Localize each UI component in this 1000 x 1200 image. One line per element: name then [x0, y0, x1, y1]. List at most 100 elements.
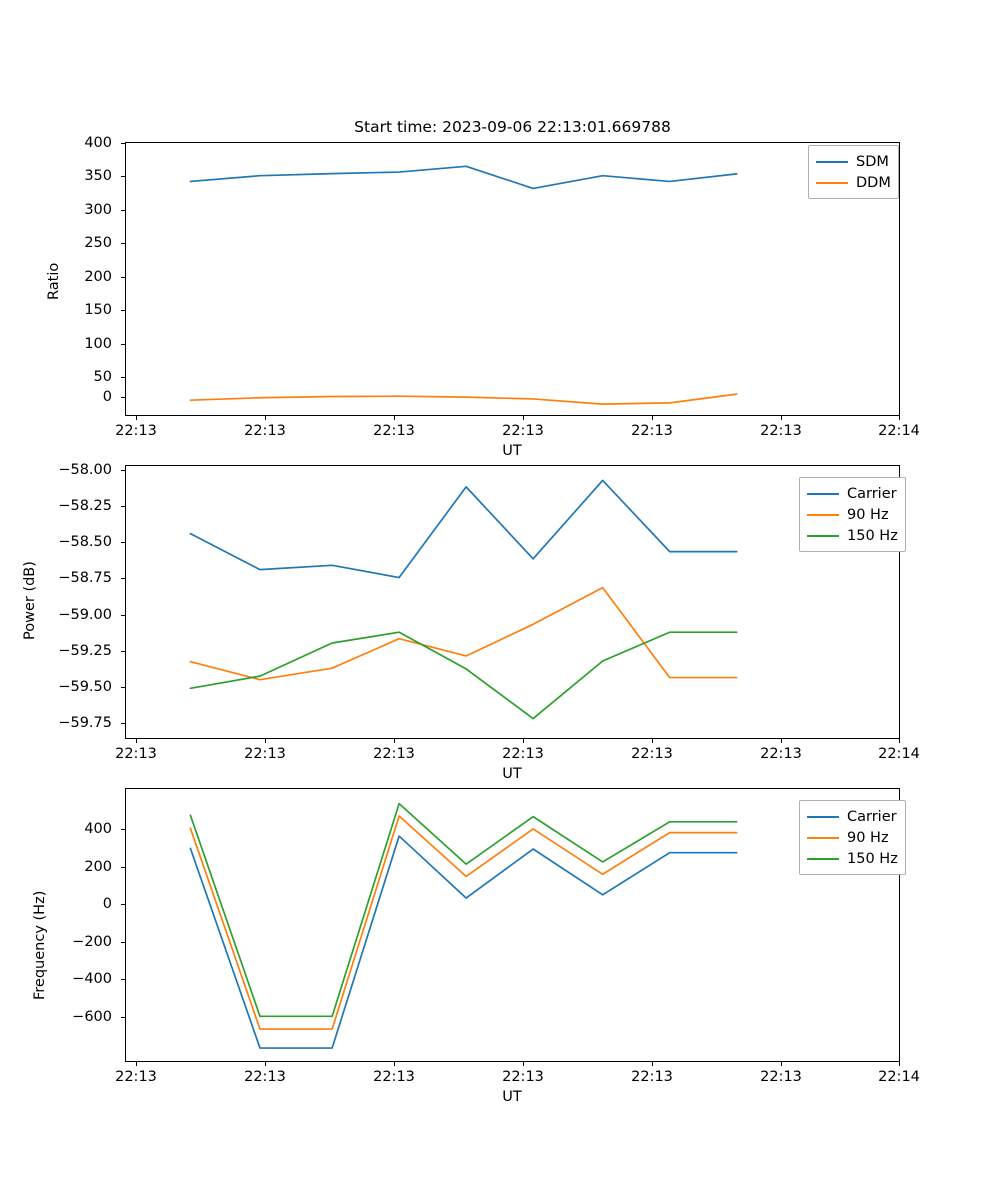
xtick-mark: [136, 739, 137, 743]
y-axis-label: Frequency (Hz): [32, 890, 48, 1000]
ytick-mark: [121, 542, 125, 543]
series-line-90hz: [189, 815, 738, 1030]
subplot-2-plot-area: [189, 479, 738, 720]
series-line-150hz: [189, 802, 738, 1018]
xtick-mark: [136, 1062, 137, 1066]
ytick-mark: [121, 176, 125, 177]
ytick-mark: [121, 397, 125, 398]
xtick-label: 22:13: [502, 746, 544, 762]
ytick-label: 300: [84, 202, 112, 218]
legend-entry-150hz: 150 Hz: [807, 848, 898, 869]
y-axis-label: Power (dB): [22, 561, 38, 640]
ytick-mark: [121, 243, 125, 244]
y-axis-label: Ratio: [46, 262, 62, 300]
ytick-label: −200: [72, 934, 112, 950]
ytick-label: −59.25: [58, 643, 112, 659]
xtick-mark: [136, 416, 137, 420]
legend-entry-carrier: Carrier: [807, 806, 898, 827]
xtick-label: 22:13: [631, 746, 673, 762]
series-line-ddm: [189, 393, 738, 405]
series-line-sdm: [189, 165, 738, 190]
ytick-label: 250: [84, 235, 112, 251]
ytick-mark: [121, 578, 125, 579]
ytick-mark: [121, 377, 125, 378]
xtick-label: 22:13: [244, 423, 286, 439]
xtick-mark: [781, 1062, 782, 1066]
ytick-mark: [121, 1017, 125, 1018]
xtick-label: 22:13: [115, 746, 157, 762]
xtick-label: 22:13: [373, 423, 415, 439]
series-line-carrier: [189, 479, 738, 579]
legend-entry-ddm: DDM: [816, 172, 891, 193]
ytick-mark: [121, 867, 125, 868]
series-line-150hz: [189, 631, 738, 720]
subplot-1-legend[interactable]: SDM DDM: [808, 145, 899, 199]
xtick-label: 22:14: [878, 746, 920, 762]
xtick-mark: [899, 416, 900, 420]
xtick-label: 22:13: [631, 423, 673, 439]
xtick-label: 22:13: [115, 1069, 157, 1085]
xtick-label: 22:13: [244, 746, 286, 762]
xtick-label: 22:13: [760, 423, 802, 439]
legend-label-carrier: Carrier: [847, 485, 897, 502]
legend-label-90hz: 90 Hz: [847, 506, 889, 523]
subplot-3-legend[interactable]: Carrier 90 Hz 150 Hz: [799, 800, 906, 875]
legend-entry-90hz: 90 Hz: [807, 504, 898, 525]
xtick-mark: [394, 739, 395, 743]
ytick-mark: [121, 310, 125, 311]
legend-swatch-sdm: [816, 160, 848, 163]
xtick-label: 22:13: [760, 1069, 802, 1085]
legend-label-150hz: 150 Hz: [847, 527, 898, 544]
xtick-label: 22:13: [502, 423, 544, 439]
xtick-mark: [652, 416, 653, 420]
legend-swatch-90hz: [807, 513, 839, 516]
xtick-mark: [652, 739, 653, 743]
legend-swatch-150hz: [807, 534, 839, 537]
xtick-label: 22:13: [760, 746, 802, 762]
xtick-mark: [781, 739, 782, 743]
ytick-label: −59.50: [58, 679, 112, 695]
xtick-mark: [265, 1062, 266, 1066]
legend-entry-sdm: SDM: [816, 151, 891, 172]
ytick-mark: [121, 143, 125, 144]
legend-entry-carrier: Carrier: [807, 483, 898, 504]
ytick-mark: [121, 470, 125, 471]
xtick-label: 22:13: [631, 1069, 673, 1085]
legend-entry-90hz: 90 Hz: [807, 827, 898, 848]
subplot-1-axes: [125, 142, 900, 416]
ytick-mark: [121, 723, 125, 724]
series-line-carrier: [189, 835, 738, 1049]
x-axis-label: UT: [502, 443, 522, 459]
legend-label-90hz: 90 Hz: [847, 829, 889, 846]
ytick-mark: [121, 210, 125, 211]
ytick-label: 350: [84, 168, 112, 184]
legend-label-ddm: DDM: [856, 174, 891, 191]
figure-title: Start time: 2023-09-06 22:13:01.669788: [354, 118, 671, 136]
ytick-label: 200: [84, 859, 112, 875]
ytick-mark: [121, 904, 125, 905]
x-axis-label: UT: [502, 1089, 522, 1105]
xtick-label: 22:14: [878, 1069, 920, 1085]
xtick-mark: [652, 1062, 653, 1066]
subplot-2-legend[interactable]: Carrier 90 Hz 150 Hz: [799, 477, 906, 552]
xtick-label: 22:14: [878, 423, 920, 439]
ytick-mark: [121, 344, 125, 345]
legend-label-150hz: 150 Hz: [847, 850, 898, 867]
xtick-mark: [394, 1062, 395, 1066]
legend-label-sdm: SDM: [856, 153, 889, 170]
legend-swatch-carrier: [807, 815, 839, 818]
xtick-label: 22:13: [244, 1069, 286, 1085]
xtick-mark: [899, 739, 900, 743]
legend-label-carrier: Carrier: [847, 808, 897, 825]
subplot-1-plot-area: [189, 165, 738, 405]
ytick-label: −59.00: [58, 607, 112, 623]
ytick-mark: [121, 277, 125, 278]
ytick-mark: [121, 829, 125, 830]
legend-swatch-90hz: [807, 836, 839, 839]
ytick-mark: [121, 942, 125, 943]
xtick-mark: [265, 739, 266, 743]
ytick-label: −58.00: [58, 462, 112, 478]
xtick-mark: [523, 1062, 524, 1066]
series-line-90hz: [189, 586, 738, 681]
